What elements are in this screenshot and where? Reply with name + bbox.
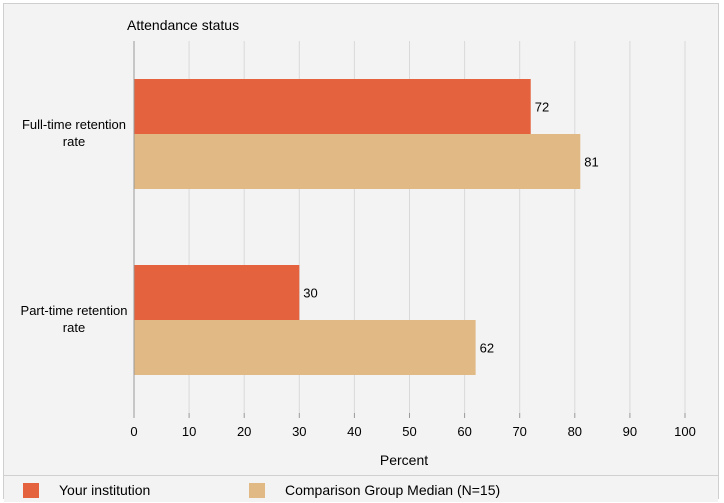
- axis-layer: 0 10 20 30 40 50 60 70 80 90 100 Full-time retentio…: [21, 41, 696, 439]
- legend-item-comparison-median: Comparison Group Median (N=15): [249, 482, 500, 498]
- legend-label-your-institution: Your institution: [59, 482, 151, 498]
- legend-label-comparison-median: Comparison Group Median (N=15): [285, 482, 501, 498]
- legend-swatch-comparison-median: [249, 482, 265, 498]
- data-label: 81: [584, 155, 598, 170]
- x-tick-label: 0: [130, 424, 137, 439]
- chart-title: Attendance status: [127, 17, 239, 33]
- y-category-label: Full-time retention: [22, 117, 126, 132]
- y-category-label: rate: [63, 320, 85, 335]
- legend-item-your-institution: Your institution: [23, 482, 150, 498]
- chart-canvas: 72 81 30 62 0 10 20 30 40 50 60 70 80 90 100 Full-time…: [21, 17, 696, 468]
- y-category-label: Part-time retention: [21, 303, 128, 318]
- bar: [134, 79, 531, 134]
- x-tick-label: 70: [512, 424, 526, 439]
- data-label: 72: [535, 100, 549, 115]
- y-category-label: rate: [63, 134, 85, 149]
- bar: [134, 320, 476, 375]
- x-tick-label: 20: [237, 424, 251, 439]
- x-tick-label: 100: [674, 424, 696, 439]
- bar-layer: 72 81 30 62: [134, 79, 599, 375]
- data-label: 30: [303, 286, 317, 301]
- bar: [134, 134, 581, 189]
- x-axis-label: Percent: [380, 452, 428, 468]
- x-tick-label: 60: [457, 424, 471, 439]
- x-tick-label: 30: [292, 424, 306, 439]
- x-tick-label: 40: [347, 424, 361, 439]
- data-label: 62: [480, 341, 494, 356]
- chart-frame: 72 81 30 62 0 10 20 30 40 50 60 70 80 90 100 Full-time…: [3, 3, 719, 499]
- legend-swatch-your-institution: [23, 482, 39, 498]
- x-tick-label: 10: [182, 424, 196, 439]
- x-tick-label: 90: [623, 424, 637, 439]
- legend: Your institution Comparison Group Median…: [4, 475, 718, 502]
- bar: [134, 265, 300, 320]
- x-tick-label: 50: [402, 424, 416, 439]
- x-tick-label: 80: [568, 424, 582, 439]
